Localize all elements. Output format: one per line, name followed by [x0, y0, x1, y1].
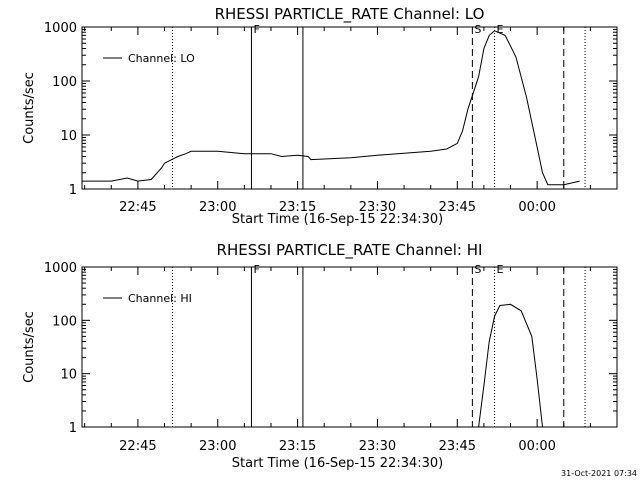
- event-marker-label: S: [474, 23, 481, 36]
- chart-title: RHESSI PARTICLE_RATE Channel: HI: [217, 241, 483, 260]
- legend-label: Channel: HI: [128, 292, 192, 305]
- event-marker-label: S: [474, 263, 481, 276]
- event-marker-label: F: [253, 263, 259, 276]
- chart-panel-1: RHESSI PARTICLE_RATE Channel: LO 1 10 100 10…: [22, 5, 618, 227]
- x-tick-label: 23:45: [439, 200, 476, 215]
- event-marker-label: E: [497, 263, 504, 276]
- legend-label: Channel: LO: [128, 52, 195, 65]
- plot-frame: [81, 266, 618, 428]
- plot-frame: [81, 26, 618, 190]
- event-marker-label: E: [497, 23, 504, 36]
- y-tick-label: 10: [60, 368, 77, 383]
- x-tick-label: 23:30: [359, 439, 396, 454]
- y-tick-label: 1000: [44, 21, 77, 36]
- x-tick-label: 23:00: [199, 200, 236, 215]
- y-tick-label: 10: [60, 129, 77, 144]
- x-tick-label: 23:15: [279, 439, 316, 454]
- x-tick-label: 00:00: [518, 439, 555, 454]
- x-axis-label: Start Time (16-Sep-15 22:34:30): [232, 212, 443, 227]
- y-tick-label: 1: [69, 183, 77, 198]
- x-tick-label: 23:00: [199, 439, 236, 454]
- x-tick-label: 22:45: [119, 439, 156, 454]
- footer-timestamp: 31-Oct-2021 07:34: [561, 469, 637, 478]
- y-axis-label: Counts/sec: [22, 72, 37, 144]
- x-tick-label: 00:00: [518, 200, 555, 215]
- y-tick-label: 100: [52, 75, 77, 90]
- y-tick-label: 1000: [44, 261, 77, 276]
- y-tick-label: 100: [52, 314, 77, 329]
- x-axis-label: Start Time (16-Sep-15 22:34:30): [232, 456, 443, 471]
- x-tick-label: 23:45: [439, 439, 476, 454]
- x-tick-label: 23:30: [359, 200, 396, 215]
- chart-title: RHESSI PARTICLE_RATE Channel: LO: [215, 5, 485, 24]
- x-tick-label: 22:45: [119, 200, 156, 215]
- chart-panel-2: RHESSI PARTICLE_RATE Channel: HI 1 10 100 10…: [22, 241, 618, 471]
- series-line-1: [478, 303, 543, 428]
- x-tick-label: 23:15: [279, 200, 316, 215]
- y-tick-label: 1: [69, 421, 77, 436]
- y-axis-label: Counts/sec: [22, 311, 37, 383]
- event-marker-label: F: [253, 23, 259, 36]
- series-line-1: [82, 30, 580, 186]
